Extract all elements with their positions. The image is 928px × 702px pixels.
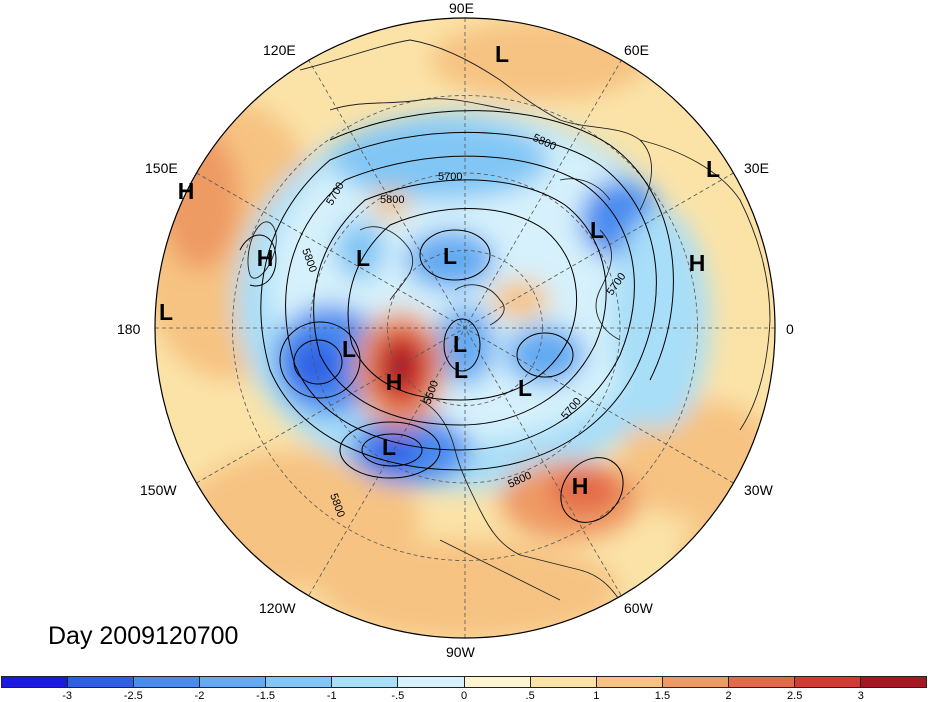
- pressure-center-low: L: [518, 375, 532, 401]
- pressure-center-low: L: [342, 336, 356, 362]
- lon-label-120e: 120E: [263, 42, 296, 58]
- colorbar-box: [200, 677, 267, 687]
- contour-label: 5700: [438, 171, 462, 183]
- colorbar-box: [861, 677, 927, 687]
- colorbar-tick-label: 3: [857, 690, 864, 702]
- lon-label-30e: 30E: [744, 160, 769, 176]
- contour-label: 5800: [380, 194, 404, 206]
- height-contours: [239, 110, 674, 523]
- colorbar-box: [2, 677, 69, 687]
- lon-label-60e: 60E: [624, 42, 649, 58]
- colorbar-tick-label: 1: [593, 690, 600, 702]
- pressure-center-low: L: [443, 243, 457, 269]
- lon-label-90e: 90E: [449, 0, 474, 16]
- colorbar-box: [662, 677, 729, 687]
- pressure-center-high: H: [257, 245, 274, 271]
- pressure-center-high: H: [572, 473, 589, 499]
- anomaly-field: [155, 18, 775, 638]
- graticule: [155, 18, 775, 638]
- polar-map: 5800 5700 5800 5800 5700 5700 5500 5800 …: [154, 17, 776, 639]
- lon-label-30w: 30W: [744, 482, 773, 498]
- pressure-center-low: L: [453, 331, 467, 357]
- lon-label-120w: 120W: [259, 600, 296, 616]
- lon-label-180: 180: [117, 321, 141, 337]
- colorbar-box: [794, 677, 862, 687]
- colorbar-box: [68, 677, 135, 687]
- colorbar-tick-label: -1: [326, 690, 337, 702]
- colorbar-box: [464, 677, 531, 687]
- colorbar-tick-label: 1.5: [654, 690, 671, 702]
- colorbar-tick-label: -2: [194, 690, 205, 702]
- pressure-center-low: L: [495, 41, 509, 67]
- colorbar-tick-label: -1.5: [256, 690, 276, 702]
- colorbar-box: [728, 677, 795, 687]
- colorbar: [1, 676, 927, 688]
- day-title: Day 2009120700: [48, 622, 239, 650]
- lon-label-90w: 90W: [446, 644, 475, 660]
- colorbar-tick-label: 2.5: [787, 690, 803, 702]
- lon-label-60w: 60W: [624, 600, 653, 616]
- colorbar-tick-label: .5: [525, 690, 535, 702]
- colorbar-box: [398, 677, 465, 687]
- lon-label-150w: 150W: [140, 482, 177, 498]
- colorbar-tick-label: -.5: [391, 690, 405, 702]
- colorbar-box: [596, 677, 663, 687]
- pressure-center-low: L: [356, 245, 370, 271]
- colorbar-tick-label: -3: [62, 690, 73, 702]
- pressure-center-high: H: [689, 250, 706, 276]
- pressure-centers: L L H H L L L L H L H L L L L H: [159, 41, 720, 499]
- colorbar-tick-label: -2.5: [123, 690, 143, 702]
- map-border: [154, 17, 776, 639]
- colorbar-tick-label: 2: [725, 690, 732, 702]
- pressure-center-low: L: [159, 299, 173, 325]
- colorbar-box: [266, 677, 333, 687]
- colorbar-tick-label: 0: [460, 690, 468, 702]
- pressure-center-low: L: [382, 434, 396, 460]
- pressure-center-high: H: [386, 369, 403, 395]
- coastlines: [247, 39, 771, 611]
- colorbar-box: [530, 677, 597, 687]
- pressure-center-low: L: [706, 156, 720, 182]
- pressure-center-low: L: [454, 357, 468, 383]
- colorbar-box: [332, 677, 399, 687]
- pressure-center-low: L: [590, 217, 604, 243]
- lon-label-150e: 150E: [145, 160, 178, 176]
- lon-label-0: 0: [786, 321, 794, 337]
- colorbar-box: [134, 677, 201, 687]
